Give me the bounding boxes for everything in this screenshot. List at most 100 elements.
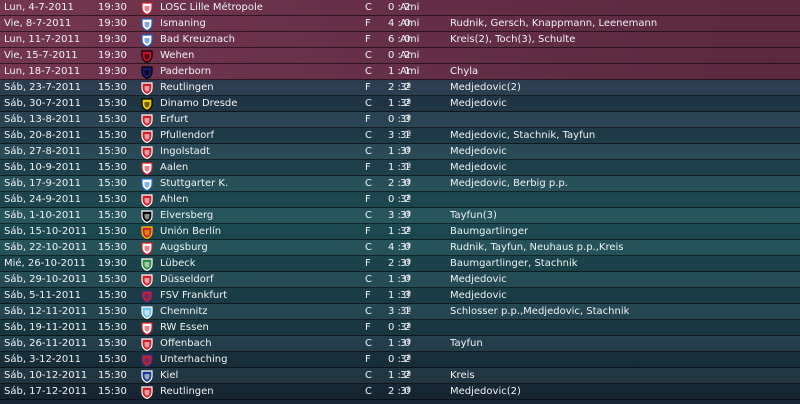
- kickoff-time: 15:30: [98, 306, 127, 317]
- kickoff-time: 15:30: [98, 370, 127, 381]
- fixture-row[interactable]: Sáb, 27-8-2011 15:30 Ingolstadt C 1 : 0 3ª Med…: [0, 144, 800, 160]
- fixture-row[interactable]: Sáb, 1-10-2011 15:30 Elversberg C 3 : 0 3ª Tay…: [0, 208, 800, 224]
- competition-label: 3ª: [400, 82, 412, 93]
- dusseldorf-crest-icon: [141, 272, 155, 288]
- row-divider: [0, 239, 800, 240]
- fixture-row[interactable]: Mié, 26-10-2011 19:30 Lübeck F 2 : 0 3ª Baumga…: [0, 256, 800, 272]
- fixture-row[interactable]: Vie, 15-7-2011 19:30 Wehen C 0 : 2 Ami: [0, 48, 800, 64]
- opponent-name[interactable]: LOSC Lille Métropole: [160, 2, 263, 13]
- opponent-name[interactable]: Düsseldorf: [160, 274, 214, 285]
- kickoff-time: 15:30: [98, 130, 127, 141]
- fixture-row[interactable]: Sáb, 10-9-2011 15:30 Aalen F 1 : 1 3ª Medjedov…: [0, 160, 800, 176]
- fixture-row[interactable]: Sáb, 23-7-2011 15:30 Reutlingen F 2 : 2 3ª Med…: [0, 80, 800, 96]
- opponent-name[interactable]: Bad Kreuznach: [160, 34, 236, 45]
- opponent-name[interactable]: Reutlingen: [160, 386, 214, 397]
- match-date: Lun, 11-7-2011: [4, 34, 81, 45]
- opponent-name[interactable]: Reutlingen: [160, 82, 214, 93]
- fixture-row[interactable]: Sáb, 15-10-2011 15:30 Unión Berlín F 1 : 2 3ª…: [0, 224, 800, 240]
- fixture-row[interactable]: Lun, 4-7-2011 19:30 LOSC Lille Métropole C 0…: [0, 0, 800, 16]
- opponent-name[interactable]: RW Essen: [160, 322, 209, 333]
- chemnitz-crest-icon: [141, 304, 155, 320]
- fixture-row[interactable]: Sáb, 13-8-2011 15:30 Erfurt F 0 : 3 3ª: [0, 112, 800, 128]
- losc-crest-icon: [141, 0, 155, 16]
- home-away-indicator: C: [365, 386, 372, 397]
- opponent-name[interactable]: Ingolstadt: [160, 146, 211, 157]
- competition-label: 3ª: [400, 338, 412, 349]
- competition-label: 3ª: [400, 370, 412, 381]
- fixture-row[interactable]: Vie, 8-7-2011 19:30 Ismaning F 4 : 0 Ami Rudni…: [0, 16, 800, 32]
- row-divider: [0, 207, 800, 208]
- fixture-row[interactable]: Sáb, 24-9-2011 15:30 Ahlen F 0 : 2 3ª: [0, 192, 800, 208]
- opponent-name[interactable]: Stuttgarter K.: [160, 178, 229, 189]
- goal-scorers: Medjedovic: [450, 274, 507, 285]
- row-divider: [0, 383, 800, 384]
- opponent-name[interactable]: Augsburg: [160, 242, 208, 253]
- match-score: 3 : 1: [388, 130, 411, 141]
- goal-scorers: Medjedovic, Stachnik, Tayfun: [450, 130, 596, 141]
- fixture-row[interactable]: Sáb, 5-11-2011 15:30 FSV Frankfurt F 1 : 3 3ª…: [0, 288, 800, 304]
- fixture-row[interactable]: Sáb, 12-11-2011 15:30 Chemnitz C 3 : 1 3ª Schl…: [0, 304, 800, 320]
- home-away-indicator: C: [365, 178, 372, 189]
- opponent-name[interactable]: Ismaning: [160, 18, 206, 29]
- row-divider: [0, 351, 800, 352]
- opponent-name[interactable]: Dinamo Dresde: [160, 98, 238, 109]
- match-date: Sáb, 10-9-2011: [4, 162, 81, 173]
- competition-label: 3ª: [400, 162, 412, 173]
- kickoff-time: 15:30: [98, 114, 127, 125]
- fixture-row[interactable]: Sáb, 3-12-2011 15:30 Unterhaching F 0 : 2 3ª: [0, 352, 800, 368]
- fixture-row[interactable]: Sáb, 20-8-2011 15:30 Pfullendorf C 3 : 1 3ª Me…: [0, 128, 800, 144]
- fixture-row[interactable]: Sáb, 30-7-2011 15:30 Dinamo Dresde C 1 : 2 3ª…: [0, 96, 800, 112]
- competition-label: Ami: [400, 34, 420, 45]
- opponent-name[interactable]: Elversberg: [160, 210, 214, 221]
- kickoff-time: 19:30: [98, 50, 127, 61]
- home-away-indicator: C: [365, 242, 372, 253]
- match-date: Sáb, 12-11-2011: [4, 306, 88, 317]
- fixture-row[interactable]: Sáb, 17-12-2011 15:30 Reutlingen C 2 : 0 3ª Me…: [0, 384, 800, 400]
- opponent-name[interactable]: Aalen: [160, 162, 189, 173]
- competition-label: Ami: [400, 50, 420, 61]
- goal-scorers: Kreis: [450, 370, 475, 381]
- competition-label: 3ª: [400, 290, 412, 301]
- opponent-name[interactable]: Paderborn: [160, 66, 212, 77]
- home-away-indicator: C: [365, 66, 372, 77]
- reutlingen-crest-icon: [141, 384, 155, 400]
- opponent-name[interactable]: Unterhaching: [160, 354, 228, 365]
- opponent-name[interactable]: Ahlen: [160, 194, 189, 205]
- goal-scorers: Medjedovic(2): [450, 82, 521, 93]
- match-score: 0 : 2: [388, 354, 411, 365]
- match-score: 3 : 1: [388, 306, 411, 317]
- opponent-name[interactable]: FSV Frankfurt: [160, 290, 228, 301]
- competition-label: 3ª: [400, 258, 412, 269]
- opponent-name[interactable]: Unión Berlín: [160, 226, 222, 237]
- match-score: 4 : 0: [388, 242, 411, 253]
- match-score: 1 : 2: [388, 226, 411, 237]
- fixture-row[interactable]: Lun, 11-7-2011 19:30 Bad Kreuznach F 6 : 0 Am…: [0, 32, 800, 48]
- match-score: 1 : 1: [388, 66, 411, 77]
- ahlen-crest-icon: [141, 192, 155, 208]
- goal-scorers: [450, 320, 795, 336]
- opponent-name[interactable]: Chemnitz: [160, 306, 208, 317]
- kiel-crest-icon: [141, 368, 155, 384]
- fixture-row[interactable]: Sáb, 10-12-2011 15:30 Kiel C 1 : 2 3ª Kreis: [0, 368, 800, 384]
- home-away-indicator: F: [365, 114, 371, 125]
- home-away-indicator: F: [365, 18, 371, 29]
- opponent-name[interactable]: Erfurt: [160, 114, 189, 125]
- fixture-row[interactable]: Sáb, 26-11-2011 15:30 Offenbach C 1 : 0 3ª Tay…: [0, 336, 800, 352]
- goal-scorers: [450, 352, 795, 368]
- opponent-name[interactable]: Offenbach: [160, 338, 212, 349]
- opponent-name[interactable]: Pfullendorf: [160, 130, 215, 141]
- fixture-row[interactable]: Sáb, 22-10-2011 15:30 Augsburg C 4 : 0 3ª Rudn…: [0, 240, 800, 256]
- fixture-row[interactable]: Sáb, 19-11-2011 15:30 RW Essen F 0 : 2 3ª: [0, 320, 800, 336]
- match-date: Sáb, 17-12-2011: [4, 386, 88, 397]
- opponent-name[interactable]: Kiel: [160, 370, 179, 381]
- opponent-name[interactable]: Wehen: [160, 50, 195, 61]
- competition-label: Ami: [400, 66, 420, 77]
- home-away-indicator: C: [365, 2, 372, 13]
- match-score: 1 : 2: [388, 98, 411, 109]
- augsburg-crest-icon: [141, 240, 155, 256]
- competition-label: 3ª: [400, 130, 412, 141]
- fixture-row[interactable]: Lun, 18-7-2011 19:30 Paderborn C 1 : 1 Ami Chy…: [0, 64, 800, 80]
- opponent-name[interactable]: Lübeck: [160, 258, 196, 269]
- fixture-row[interactable]: Sáb, 29-10-2011 15:30 Düsseldorf C 1 : 0 3ª Me…: [0, 272, 800, 288]
